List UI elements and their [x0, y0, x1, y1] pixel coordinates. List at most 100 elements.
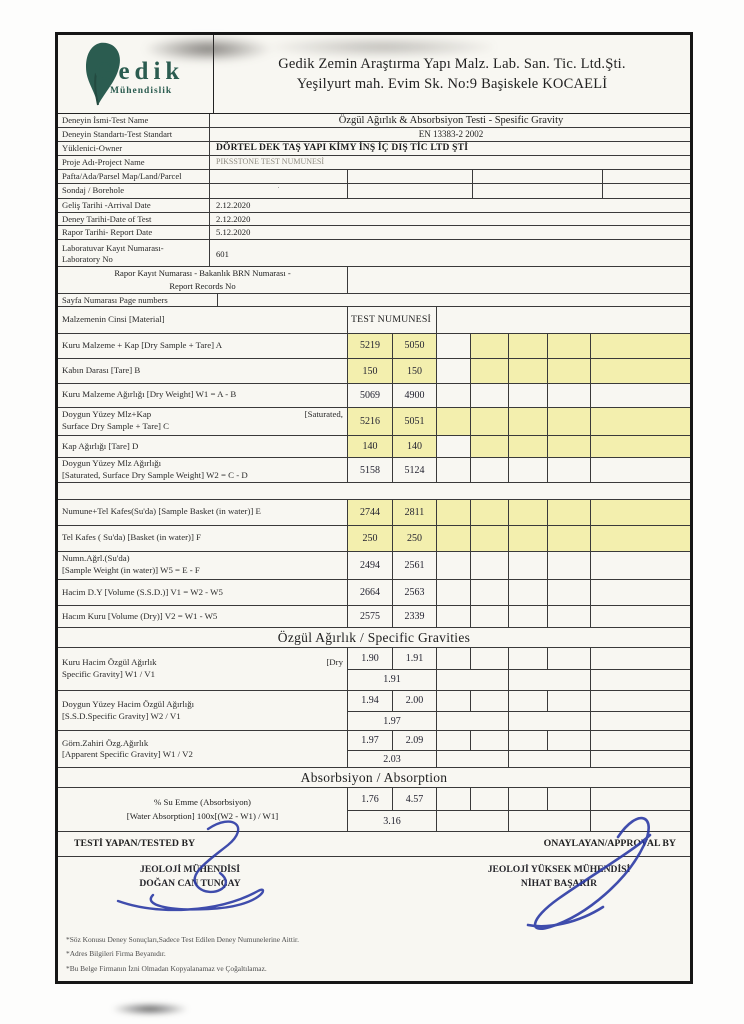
- info-label: Yüklenici-Owner: [58, 141, 210, 155]
- info-row-borehole: Sondaj / Borehole ·: [58, 184, 690, 199]
- info-label: Rapor Kayıt Numarası - Bakanlık BRN Numa…: [58, 266, 348, 293]
- row-tare-D: Kap Ağırlığı [Tare] D 140 140: [58, 435, 690, 459]
- row-ssd-sample-tare-C: Doygun Yüzey Mlz+Kap [Saturated, Surface …: [58, 407, 690, 436]
- row-ssd-specific-gravity: Doygun Yüzey Hacim Özgül Ağırlığı [S.S.D…: [58, 690, 690, 732]
- info-value: 601: [216, 248, 229, 259]
- footnotes: *Söz Konusu Deney Sonuçları,Sadece Test …: [58, 929, 690, 981]
- tested-by-role: JEOLOJİ MÜHENDİSİ: [140, 863, 240, 875]
- info-row-standard: Deneyin Standartı-Test Standart EN 13383…: [58, 128, 690, 142]
- value-cell: 2811: [393, 499, 437, 526]
- spacer-row: [58, 483, 690, 500]
- test-report-document: Gedik Mühendislik Gedik Zemin Araştırma …: [55, 27, 693, 984]
- value-cell: 1.97: [348, 731, 393, 750]
- info-row-lab-no: Laboratuvar Kayıt Numarası- Laboratory N…: [58, 240, 690, 267]
- empty-cells: [210, 170, 690, 184]
- info-row-test-name: Deneyin İsmi-Test Name Özgül Ağırlık & A…: [58, 114, 690, 129]
- value-cell: 4900: [393, 383, 437, 407]
- info-label: Deney Tarihi-Date of Test: [58, 212, 210, 226]
- value-cell: 5219: [348, 333, 393, 359]
- approved-by-title: ONAYLAYAN/APPROVAL BY: [543, 838, 676, 850]
- row-volume-ssd-V1: Hacim D.Y [Volume (S.S.D.)] V1 = W2 - W5…: [58, 579, 690, 607]
- value-cell: 1.94: [348, 690, 393, 711]
- test-specimen-header: TEST NUMUNESİ: [348, 307, 437, 333]
- svg-text:Mühendislik: Mühendislik: [110, 86, 172, 96]
- row-dry-sample-tare-A: Kuru Malzeme + Kap [Dry Sample + Tare] A…: [58, 333, 690, 360]
- value-cell: 2494: [348, 551, 393, 579]
- value-cell: 2575: [348, 606, 393, 628]
- row-water-absorption: % Su Emme (Absorbsiyon) [Water Absorptio…: [58, 788, 690, 832]
- signature-title-row: TESTİ YAPAN/TESTED BY ONAYLAYAN/APPROVAL…: [58, 832, 690, 857]
- value-cell: 1.76: [348, 788, 393, 811]
- value-cell: 1.91: [393, 648, 437, 670]
- mean-cell: 1.91: [348, 670, 437, 690]
- info-value: [218, 294, 690, 306]
- value-cell: 140: [393, 435, 437, 458]
- value-cell: 250: [348, 526, 393, 551]
- info-row-page-numbers: Sayfa Numarası Page numbers: [58, 293, 690, 308]
- info-value: Özgül Ağırlık & Absorbsiyon Testi - Spes…: [338, 115, 564, 126]
- scan-smudge-bottom: [95, 1000, 210, 1018]
- tested-by-block: JEOLOJİ MÜHENDİSİ DOĞAN CAN TUNÇAY: [80, 863, 300, 893]
- tested-by-title: TESTİ YAPAN/TESTED BY: [74, 838, 196, 850]
- mean-cell: 2.03: [348, 750, 437, 768]
- value-cell: 150: [348, 359, 393, 383]
- info-label: Geliş Tarihi -Arrival Date: [58, 198, 210, 212]
- value-cell: 5050: [393, 333, 437, 359]
- approved-by-name: NİHAT BAŞARIR: [520, 878, 598, 890]
- approved-by-block: JEOLOJİ YÜKSEK MÜHENDİSİ NİHAT BAŞARIR: [444, 863, 674, 893]
- row-sample-basket-water-E: Numune+Tel Kafes(Su'da) [Sample Basket (…: [58, 499, 690, 527]
- value-cell: 5158: [348, 458, 393, 483]
- report-header: Gedik Mühendislik Gedik Zemin Araştırma …: [58, 27, 690, 114]
- value-cell: 150: [393, 359, 437, 383]
- company-name: Gedik Zemin Araştırma Yapı Malz. Lab. Sa…: [278, 55, 626, 72]
- row-basket-water-F: Tel Kafes ( Su'da) [Basket (in water)] F…: [58, 526, 690, 552]
- gedik-logo: Gedik Mühendislik: [86, 42, 184, 106]
- value-cell: 140: [348, 435, 393, 458]
- row-tare-B: Kabın Darası [Tare] B 150 150: [58, 359, 690, 384]
- info-value: 2.12.2020: [216, 199, 251, 210]
- info-label: Rapor Tarihi- Report Date: [58, 226, 210, 240]
- footnote: *Adres Bilgileri Firma Beyanıdır.: [66, 949, 166, 959]
- row-apparent-specific-gravity: Görn.Zahiri Özg.Ağırlık [Apparent Specif…: [58, 731, 690, 769]
- value-cell: 2339: [393, 606, 437, 628]
- tested-by-name: DOĞAN CAN TUNÇAY: [139, 878, 241, 890]
- info-label: Sayfa Numarası Page numbers: [58, 293, 218, 307]
- mean-cell: 1.97: [348, 711, 437, 731]
- info-label: Sondaj / Borehole: [58, 184, 210, 198]
- material-label: Malzemenin Cinsi [Material]: [58, 307, 348, 333]
- info-row-report-date: Rapor Tarihi- Report Date 5.12.2020: [58, 226, 690, 241]
- row-sample-weight-water-W5: Numn.Ağrl.(Su'da) [Sample Weight (in wat…: [58, 551, 690, 580]
- value-cell: 2744: [348, 499, 393, 526]
- footnote: *Bu Belge Firmanın İzni Olmadan Kopyalan…: [66, 964, 267, 974]
- value-cell: 5051: [393, 407, 437, 435]
- value-cell: 2664: [348, 579, 393, 606]
- info-value: PIKSSTONE TEST NUMUNESİ: [216, 156, 325, 166]
- row-dry-weight-W1: Kuru Malzeme Ağırlığı [Dry Weight] W1 = …: [58, 383, 690, 408]
- info-value: 5.12.2020: [216, 227, 251, 238]
- info-label: Laboratuvar Kayıt Numarası- Laboratory N…: [58, 240, 210, 266]
- svg-text:Gedik: Gedik: [94, 58, 184, 85]
- info-label: Proje Adı-Project Name: [58, 155, 210, 170]
- info-row-owner: Yüklenici-Owner DÖRTEL DEK TAŞ YAPI KİMY…: [58, 141, 690, 156]
- row-dry-specific-gravity: Kuru Hacim Özgül Ağırlık [Dry Specific Gr…: [58, 648, 690, 691]
- info-label: Deneyin İsmi-Test Name: [58, 114, 210, 128]
- info-row-brn-no: Rapor Kayıt Numarası - Bakanlık BRN Numa…: [58, 266, 690, 294]
- footnote: *Söz Konusu Deney Sonuçları,Sadece Test …: [66, 934, 299, 944]
- value-cell: 2.09: [393, 731, 437, 750]
- info-label: Deneyin Standartı-Test Standart: [58, 128, 210, 141]
- material-header-row: Malzemenin Cinsi [Material] TEST NUMUNES…: [58, 307, 690, 334]
- value-cell: 2561: [393, 551, 437, 579]
- info-label: Pafta/Ada/Parsel Map/Land/Parcel: [58, 170, 210, 184]
- info-row-test-date: Deney Tarihi-Date of Test 2.12.2020: [58, 212, 690, 227]
- value-cell: 2.00: [393, 690, 437, 711]
- value-cell: 4.57: [393, 788, 437, 811]
- info-row-parcel: Pafta/Ada/Parsel Map/Land/Parcel: [58, 170, 690, 185]
- mean-cell: 3.16: [348, 811, 437, 831]
- row-ssd-weight-W2: Doygun Yüzey Mlz Ağırlığı [Saturated, Su…: [58, 458, 690, 484]
- info-value: 2.12.2020: [216, 213, 251, 224]
- value-cell: 5124: [393, 458, 437, 483]
- value-cell: 2563: [393, 579, 437, 606]
- info-value: EN 13383-2 2002: [418, 129, 484, 140]
- row-volume-dry-V2: Hacım Kuru [Volume (Dry)] V2 = W1 - W5 2…: [58, 606, 690, 629]
- value-cell: 1.90: [348, 648, 393, 670]
